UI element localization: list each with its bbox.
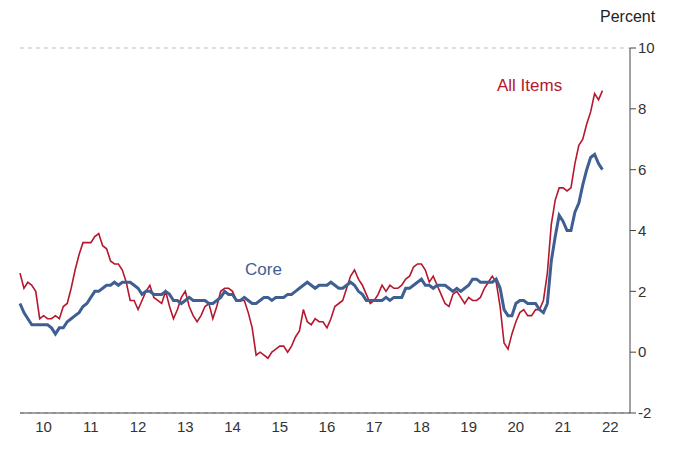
svg-text:10: 10 <box>638 39 655 56</box>
svg-text:12: 12 <box>130 418 147 435</box>
svg-text:15: 15 <box>271 418 288 435</box>
svg-text:0: 0 <box>638 343 646 360</box>
html-text:All Items: All Items <box>497 76 563 95</box>
svg-text:19: 19 <box>460 418 477 435</box>
svg-text:14: 14 <box>224 418 241 435</box>
svg-text:13: 13 <box>177 418 194 435</box>
svg-text:2: 2 <box>638 283 646 300</box>
svg-text:17: 17 <box>366 418 383 435</box>
svg-text:21: 21 <box>555 418 572 435</box>
html-text:Percent: Percent <box>600 8 656 25</box>
svg-text:8: 8 <box>638 100 646 117</box>
svg-text:10: 10 <box>35 418 52 435</box>
svg-text:22: 22 <box>602 418 619 435</box>
svg-text:18: 18 <box>413 418 430 435</box>
svg-text:20: 20 <box>508 418 525 435</box>
svg-text:-2: -2 <box>638 404 651 421</box>
svg-text:16: 16 <box>319 418 336 435</box>
svg-text:11: 11 <box>83 418 99 435</box>
svg-text:6: 6 <box>638 161 646 178</box>
svg-text:4: 4 <box>638 222 646 239</box>
html-text:Core: Core <box>245 260 282 279</box>
